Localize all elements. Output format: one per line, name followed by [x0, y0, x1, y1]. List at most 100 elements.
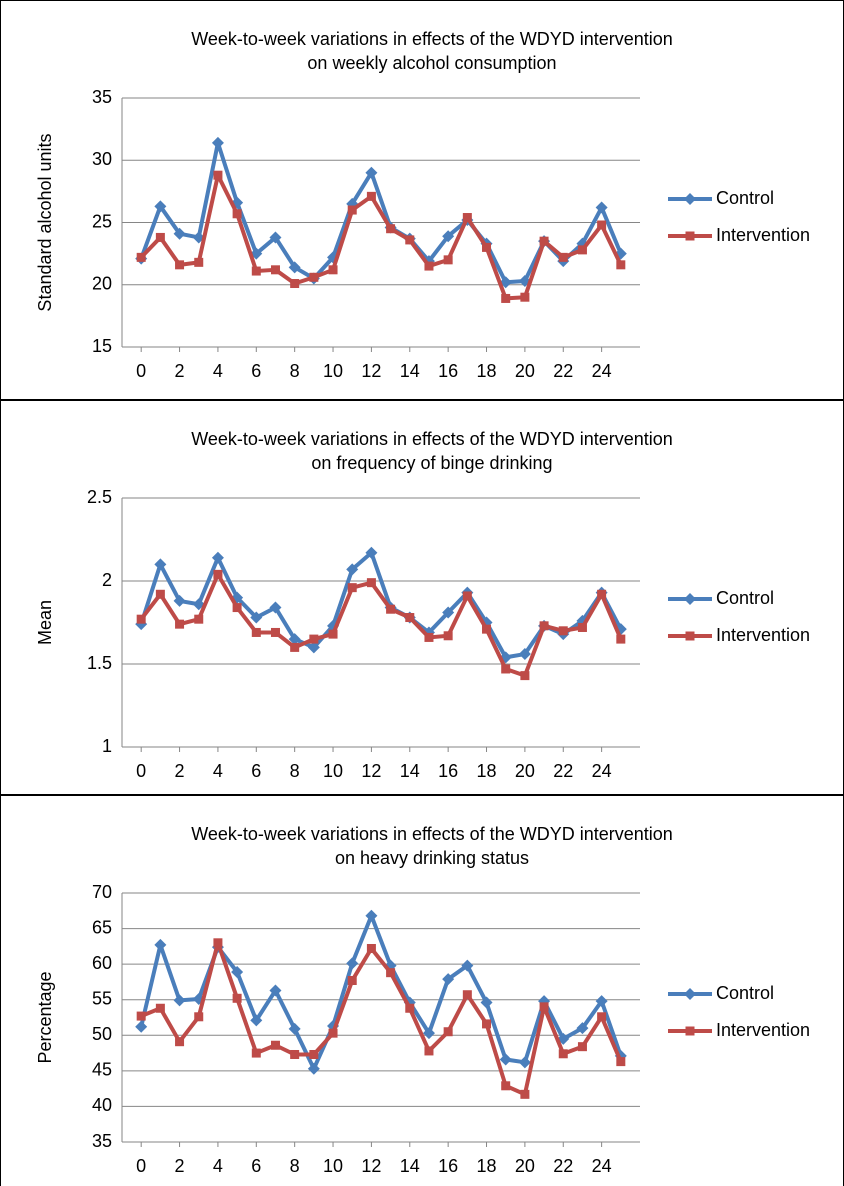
legend-item: Intervention [668, 1020, 810, 1040]
series [136, 938, 626, 1099]
marker [520, 671, 530, 681]
marker [155, 589, 165, 599]
x-tick-label: 6 [251, 361, 261, 381]
marker [346, 563, 359, 576]
marker [520, 1089, 530, 1099]
marker [480, 996, 493, 1009]
marker [213, 938, 223, 948]
marker [597, 220, 607, 230]
legend-label: Control [716, 983, 774, 1003]
legend-label: Control [716, 588, 774, 608]
y-tick-label: 50 [92, 1024, 112, 1044]
marker [365, 166, 378, 179]
marker [346, 957, 359, 970]
y-tick-label: 20 [92, 274, 112, 294]
y-tick-label: 35 [92, 1131, 112, 1151]
marker [328, 1028, 338, 1038]
y-tick-label: 2 [102, 570, 112, 590]
x-tick-label: 0 [136, 761, 146, 781]
x-tick-label: 14 [400, 361, 420, 381]
marker [595, 201, 608, 214]
legend-item: Control [668, 188, 774, 208]
x-tick-label: 12 [361, 1156, 381, 1176]
y-axis-label: Mean [35, 600, 55, 645]
marker [194, 1012, 204, 1022]
legend-item: Control [668, 983, 774, 1003]
marker [250, 1014, 263, 1027]
marker [577, 1042, 587, 1052]
series [136, 569, 626, 681]
marker [501, 664, 511, 674]
marker [386, 604, 396, 614]
marker [462, 591, 472, 601]
chart-title: Week-to-week variations in effects of th… [191, 429, 673, 449]
marker [211, 551, 224, 564]
chart: Week-to-week variations in effects of th… [0, 0, 844, 400]
marker [136, 614, 146, 624]
y-tick-label: 40 [92, 1095, 112, 1115]
marker [539, 1002, 549, 1012]
marker [213, 569, 223, 579]
x-tick-label: 22 [553, 761, 573, 781]
x-tick-label: 10 [323, 361, 343, 381]
series [135, 909, 627, 1075]
y-tick-label: 65 [92, 917, 112, 937]
marker [309, 1049, 319, 1059]
marker [269, 231, 282, 244]
x-tick-label: 12 [361, 361, 381, 381]
marker [557, 1032, 570, 1045]
marker [213, 170, 223, 180]
marker [365, 909, 378, 922]
marker [173, 994, 186, 1007]
marker [328, 629, 338, 639]
marker [520, 292, 530, 302]
legend-item: Control [668, 588, 774, 608]
x-tick-label: 24 [592, 761, 612, 781]
marker [366, 578, 376, 588]
marker [405, 235, 415, 245]
marker [154, 558, 167, 571]
marker [309, 272, 319, 282]
marker [135, 1020, 148, 1033]
marker [501, 1081, 511, 1091]
line [139, 550, 623, 660]
x-tick-label: 20 [515, 761, 535, 781]
marker [366, 943, 376, 953]
marker [250, 611, 263, 624]
marker [384, 959, 397, 972]
marker [328, 265, 338, 275]
marker [482, 1019, 492, 1029]
marker [136, 1011, 146, 1021]
y-tick-label: 35 [92, 87, 112, 107]
marker [597, 589, 607, 599]
y-tick-label: 2.5 [87, 487, 112, 507]
x-tick-label: 22 [553, 1156, 573, 1176]
x-tick-label: 10 [323, 1156, 343, 1176]
marker [309, 634, 319, 644]
line [139, 572, 623, 678]
marker [685, 1026, 695, 1036]
x-tick-label: 22 [553, 361, 573, 381]
y-axis-label: Standard alcohol units [35, 133, 55, 311]
legend-label: Intervention [716, 1020, 810, 1040]
marker [558, 1049, 568, 1059]
chart-title: Week-to-week variations in effects of th… [191, 824, 673, 844]
marker [405, 613, 415, 623]
marker [405, 1003, 415, 1013]
marker [685, 631, 695, 641]
x-tick-label: 18 [477, 1156, 497, 1176]
marker [347, 583, 357, 593]
x-tick-label: 16 [438, 1156, 458, 1176]
legend-item: Intervention [668, 225, 810, 245]
y-tick-label: 30 [92, 149, 112, 169]
marker [175, 619, 185, 629]
x-tick-label: 12 [361, 761, 381, 781]
marker [194, 257, 204, 267]
y-axis-label: Percentage [35, 971, 55, 1063]
x-tick-label: 0 [136, 1156, 146, 1176]
y-tick-label: 25 [92, 211, 112, 231]
marker [290, 642, 300, 652]
line [139, 913, 623, 1071]
